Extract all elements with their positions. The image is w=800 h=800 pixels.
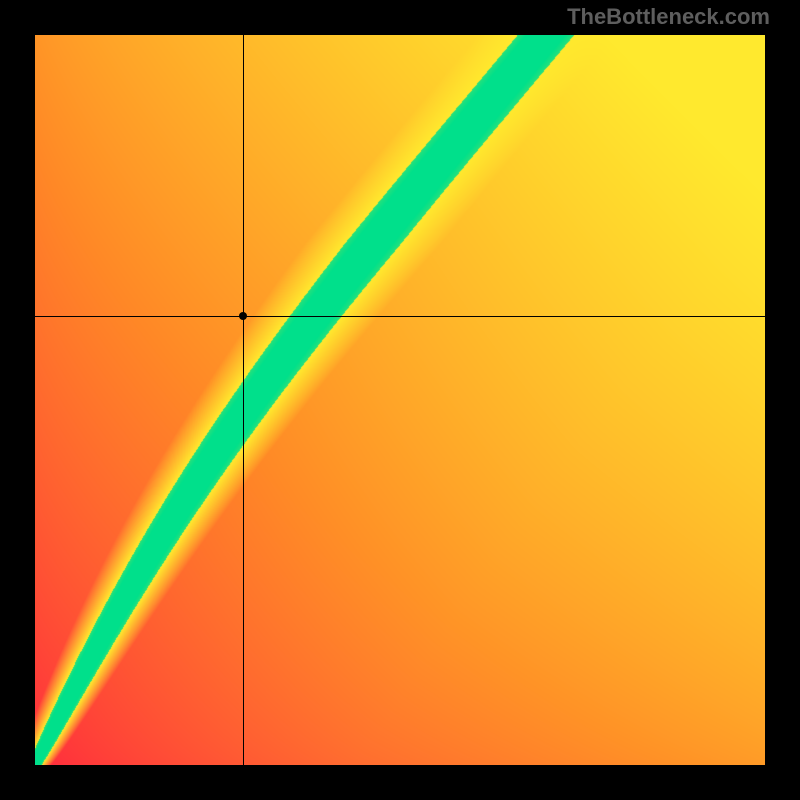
heatmap-canvas — [35, 35, 765, 765]
crosshair-vertical — [243, 35, 244, 765]
chart-container: TheBottleneck.com — [0, 0, 800, 800]
plot-area — [35, 35, 765, 765]
watermark-text: TheBottleneck.com — [567, 4, 770, 30]
crosshair-horizontal — [35, 316, 765, 317]
crosshair-marker — [239, 312, 247, 320]
